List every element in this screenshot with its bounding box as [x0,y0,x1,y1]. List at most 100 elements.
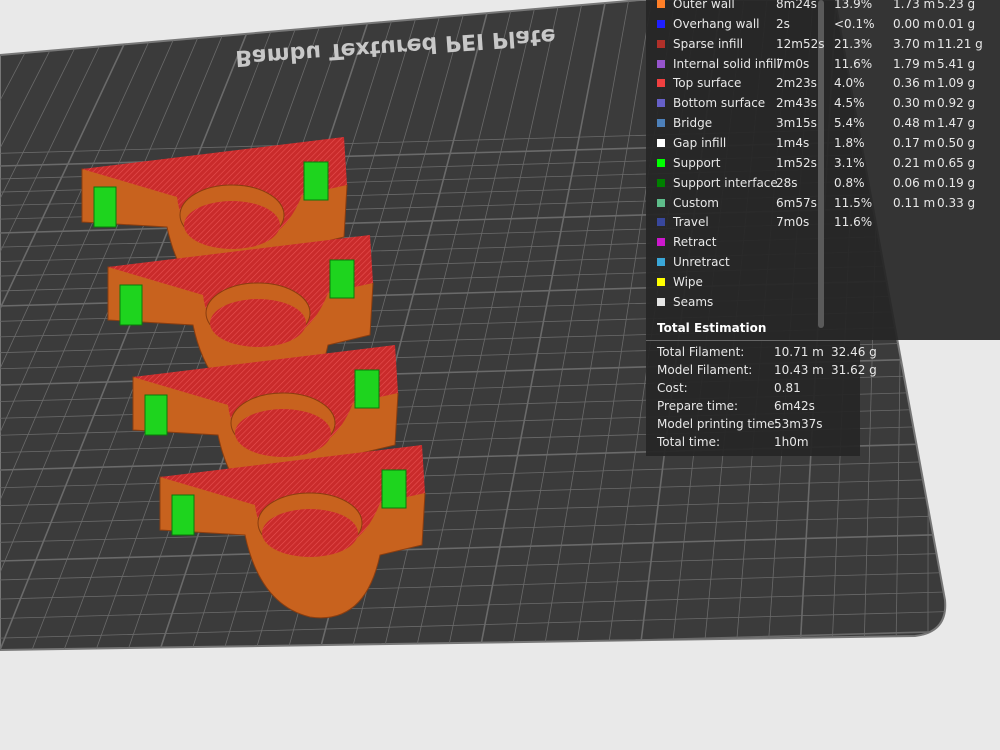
total-title: Total Estimation [657,321,767,335]
legend-cell: 8m24s [776,0,817,11]
legend-name: Unretract [673,255,730,270]
legend-swatch [657,178,665,187]
grid-line [479,0,607,650]
legend-name: Seams [673,294,714,309]
grid-line [0,513,946,543]
part-hole-floor [210,299,306,347]
legend-row[interactable]: Support 1m52s 3.1% 0.21 m 0.65 g [646,153,1000,173]
legend-swatch [657,297,665,306]
legend-cell: 0.50 g [937,135,976,150]
legend-cell: 2s [776,16,790,31]
legend-cell: 3.70 m [893,36,936,51]
total-cell: Model printing time: [657,417,779,431]
legend-cell: 1.79 m [893,56,936,71]
legend-name: Sparse infill [673,36,744,51]
legend-cell: 1.47 g [937,116,976,131]
total-cell: 0.81 [774,381,801,395]
legend-row[interactable]: Wipe [646,272,1000,292]
legend-name: Bridge [673,116,713,131]
part-hole-floor [184,201,280,249]
part-hole-floor [262,509,358,557]
legend-name: Custom [673,195,719,210]
grid-line [0,0,77,650]
support [354,369,380,409]
legend-name: Retract [673,235,717,250]
legend-cell: 0.33 g [937,195,976,210]
model-part [159,445,426,619]
legend-cell: 7m0s [776,56,810,71]
legend-name: Travel [673,215,709,230]
legend-cell: 0.30 m [893,96,936,111]
legend-cell: 0.11 m [893,195,936,210]
total-cell: Total time: [657,435,720,449]
legend-cell: 0.06 m [893,175,936,190]
legend-cell: 11.21 g [937,36,983,51]
grid-line [0,0,123,650]
legend-cell: 11.5% [834,195,873,210]
legend-swatch [657,277,665,286]
legend-cell: 0.92 g [937,96,976,111]
legend-cell: <0.1% [834,16,875,31]
legend-cell: 11.6% [834,56,873,71]
legend-row[interactable]: Bottom surface 2m43s 4.5% 0.30 m 0.92 g [646,93,1000,113]
legend-row[interactable]: Unretract [646,252,1000,272]
legend-cell: 0.19 g [937,175,976,190]
legend-cell: 1.73 m [893,0,936,11]
grid-line [415,0,560,650]
legend-name: Internal solid infill [673,56,780,71]
legend-row[interactable]: Custom 6m57s 11.5% 0.11 m 0.33 g [646,193,1000,213]
legend-cell: 4.0% [834,76,865,91]
support [171,494,195,536]
legend-row[interactable]: Outer wall 8m24s 13.9% 1.73 m 5.23 g [646,0,1000,14]
grid-line [511,0,630,650]
legend-cell: 5.23 g [937,0,976,11]
legend-row[interactable]: Support interface 28s 0.8% 0.06 m 0.19 g [646,173,1000,193]
estimation-panel [646,340,860,456]
legend-swatch [657,138,665,147]
legend-cell: 5.4% [834,116,865,131]
support [144,394,168,436]
grid-line [0,590,946,619]
legend-cell: 4.5% [834,96,865,111]
legend-name: Overhang wall [673,16,760,31]
legend-swatch [657,59,665,68]
scrollbar[interactable] [818,0,824,328]
grid-line [0,551,946,581]
grid-line [0,0,169,650]
legend-swatch [657,79,665,88]
legend-row[interactable]: Internal solid infill 7m0s 11.6% 1.79 m 5.41… [646,54,1000,74]
legend-row[interactable]: Travel 7m0s 11.6% [646,212,1000,232]
total-cell: 32.46 g [831,345,877,359]
total-cell: Prepare time: [657,399,739,413]
support [119,284,143,326]
total-cell: Total Filament: [657,345,745,359]
total-cell: 10.71 m [774,345,824,359]
legend-cell: 1.8% [834,135,865,150]
support [381,469,407,509]
legend-row[interactable]: Sparse infill 12m52s 21.3% 3.70 m 11.21 g [646,34,1000,54]
legend-cell: 0.36 m [893,76,936,91]
legend-cell: 12m52s [776,36,825,51]
legend-swatch [657,39,665,48]
legend-row[interactable]: Top surface 2m23s 4.0% 0.36 m 1.09 g [646,73,1000,93]
legend-cell: 2m23s [776,76,817,91]
legend-cell: 0.01 g [937,16,976,31]
legend-row[interactable]: Seams [646,292,1000,312]
legend-row[interactable]: Gap infill 1m4s 1.8% 0.17 m 0.50 g [646,133,1000,153]
legend-cell: 0.21 m [893,155,936,170]
legend-cell: 6m57s [776,195,817,210]
legend-cell: 21.3% [834,36,873,51]
legend-name: Outer wall [673,0,735,11]
grid-line [543,0,653,650]
legend-row[interactable]: Bridge 3m15s 5.4% 0.48 m 1.47 g [646,113,1000,133]
legend-swatch [657,158,665,167]
legend-cell: 3.1% [834,155,865,170]
support [93,186,117,228]
part-hole-floor [235,409,331,457]
legend-name: Bottom surface [673,96,766,111]
legend-row[interactable]: Retract [646,232,1000,252]
total-cell: 53m37s [774,417,823,431]
legend-row[interactable]: Overhang wall 2s <0.1% 0.00 m 0.01 g [646,14,1000,34]
grid-line [31,0,284,650]
